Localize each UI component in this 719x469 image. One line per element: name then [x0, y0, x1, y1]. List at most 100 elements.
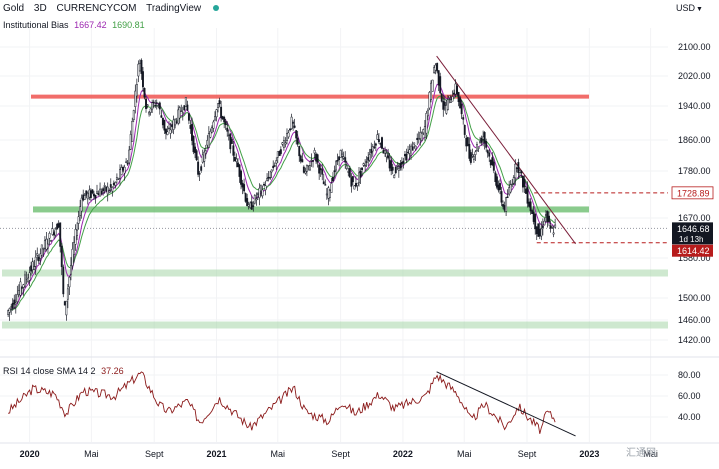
- candle: [483, 131, 486, 150]
- candle: [204, 144, 207, 159]
- indicator-label: Institutional Bias: [3, 20, 69, 30]
- candle: [103, 182, 106, 194]
- candle: [304, 167, 307, 175]
- price-plot-area[interactable]: [0, 28, 670, 355]
- price-axis[interactable]: 2100.00 2020.00 1940.00 1860.00 1780.00 1670.…: [678, 42, 711, 345]
- rsi-trendline[interactable]: [436, 371, 576, 437]
- candle: [200, 164, 203, 173]
- resistance-zone[interactable]: [31, 94, 589, 99]
- time-axis[interactable]: 2020 Mai Sept 2021 Mai Sept 2022 Mai Sept 2023 Mai: [20, 449, 658, 459]
- platform-name: TradingView: [146, 3, 202, 14]
- price-trendline[interactable]: [436, 55, 576, 245]
- rsi-tick-label: 80.00: [678, 370, 701, 380]
- rsi-legend[interactable]: RSI 14 close SMA 14 2 37.26: [3, 366, 124, 376]
- candle: [192, 135, 195, 155]
- candle: [125, 158, 128, 163]
- candle: [488, 149, 491, 162]
- candle: [336, 153, 339, 165]
- candle: [332, 172, 334, 183]
- candle: [20, 286, 23, 295]
- candle: [244, 192, 247, 203]
- time-tick-label: 2021: [206, 449, 226, 459]
- candle: [184, 97, 187, 107]
- candle: [168, 120, 170, 131]
- candle: [348, 165, 351, 178]
- rsi-pane: 80.00 60.00 40.00: [0, 370, 701, 437]
- candle: [34, 250, 37, 275]
- candle: [328, 189, 331, 202]
- candle: [148, 111, 151, 117]
- candle: [89, 188, 92, 201]
- candle: [399, 159, 402, 171]
- candle: [364, 159, 367, 171]
- candle: [100, 188, 103, 196]
- support-zone-light[interactable]: [2, 269, 668, 277]
- rsi-line[interactable]: [8, 371, 556, 434]
- candle: [62, 264, 65, 298]
- candle: [266, 173, 269, 182]
- candle: [500, 186, 503, 207]
- candle: [13, 294, 16, 310]
- candle: [230, 136, 233, 145]
- price-zones: [0, 94, 668, 329]
- candle: [263, 181, 265, 187]
- candle: [140, 58, 143, 80]
- ema-slow-line[interactable]: [8, 95, 556, 312]
- candle: [11, 298, 14, 311]
- candle: [8, 307, 11, 321]
- candle: [425, 110, 428, 139]
- candle: [42, 247, 45, 258]
- candle: [292, 120, 295, 131]
- price-tick-label: 1860.00: [678, 135, 711, 145]
- symbol-name[interactable]: Gold: [3, 3, 25, 14]
- watermark-logo: 汇通网: [626, 444, 656, 459]
- candle: [491, 152, 494, 167]
- candle: [218, 97, 221, 108]
- candle: [548, 211, 550, 226]
- candle: [145, 95, 147, 113]
- support-zone[interactable]: [33, 206, 589, 213]
- candle: [436, 62, 439, 74]
- candle: [197, 156, 200, 178]
- candle: [96, 184, 98, 195]
- timeframe[interactable]: 3D: [33, 3, 47, 14]
- time-tick-label: Mai: [457, 449, 472, 459]
- candle: [413, 142, 416, 149]
- candle: [261, 185, 264, 199]
- candle: [384, 146, 387, 157]
- currency-selector[interactable]: USD▼: [676, 3, 703, 13]
- candle: [169, 122, 172, 139]
- candle: [335, 160, 337, 175]
- candle: [321, 163, 324, 181]
- candle: [178, 105, 181, 124]
- candle: [7, 309, 10, 318]
- candle: [469, 149, 472, 165]
- candle: [126, 159, 129, 166]
- candle: [549, 220, 552, 233]
- price-label-box: [671, 186, 714, 200]
- candle: [278, 150, 281, 156]
- candle: [73, 236, 75, 263]
- candle: [246, 193, 249, 207]
- candle: [255, 192, 258, 206]
- indicator-legend[interactable]: Institutional Bias 1667.42 1690.81: [3, 20, 145, 30]
- candle: [448, 95, 451, 104]
- candle: [537, 223, 540, 237]
- candle: [238, 163, 241, 183]
- candle: [472, 154, 475, 163]
- candle: [279, 146, 282, 156]
- candle: [186, 100, 189, 112]
- candle: [134, 84, 137, 114]
- candle: [471, 148, 474, 159]
- candle: [68, 276, 71, 295]
- time-tick-label: Sept: [331, 449, 350, 459]
- currency-label: USD: [676, 3, 696, 13]
- candle: [477, 146, 480, 152]
- price-tick-label: 1460.00: [678, 315, 711, 325]
- bar-countdown-text: 1d 13h: [679, 235, 703, 244]
- support-zone-light[interactable]: [2, 321, 668, 329]
- candle: [273, 162, 276, 167]
- candle: [181, 106, 184, 121]
- candle: [209, 128, 212, 139]
